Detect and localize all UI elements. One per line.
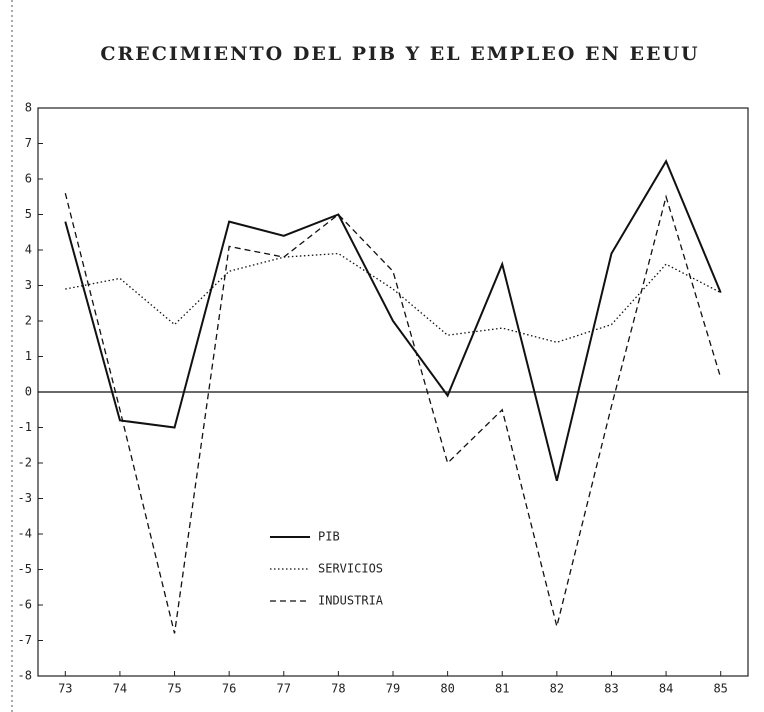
series-line [65, 252, 721, 343]
y-tick-label: -8 [18, 669, 32, 683]
y-tick-label: -1 [18, 420, 32, 434]
x-tick-label: 79 [386, 682, 400, 696]
y-tick-label: 7 [25, 136, 32, 150]
y-tick-label: 0 [25, 385, 32, 399]
x-tick-label: 82 [550, 682, 564, 696]
x-tick-label: 80 [440, 682, 454, 696]
y-tick-label: -7 [18, 633, 32, 647]
chart-title: CRECIMIENTO DEL PIB Y EL EMPLEO EN EEUU [100, 43, 699, 65]
legend-label: INDUSTRIA [318, 594, 384, 608]
x-tick-label: 81 [495, 682, 509, 696]
y-tick-label: -4 [18, 527, 32, 541]
y-tick-label: -2 [18, 456, 32, 470]
y-tick-label: 5 [25, 207, 32, 221]
x-tick-label: 83 [604, 682, 618, 696]
legend-label: PIB [318, 530, 340, 544]
y-tick-label: 3 [25, 278, 32, 292]
y-tick-label: -5 [18, 562, 32, 576]
x-tick-label: 74 [113, 682, 127, 696]
y-tick-label: -6 [18, 598, 32, 612]
series-line [64, 159, 722, 481]
x-tick-label: 78 [331, 682, 345, 696]
series-line [64, 193, 722, 634]
x-tick-label: 75 [167, 682, 181, 696]
x-tick-label: 84 [659, 682, 673, 696]
y-tick-label: 4 [25, 243, 32, 257]
y-tick-label: 1 [25, 349, 32, 363]
x-tick-label: 73 [58, 682, 72, 696]
x-tick-label: 76 [222, 682, 236, 696]
y-tick-label: -3 [18, 491, 32, 505]
x-tick-label: 85 [713, 682, 727, 696]
y-tick-label: 6 [25, 172, 32, 186]
y-tick-label: 2 [25, 314, 32, 328]
x-tick-label: 77 [277, 682, 291, 696]
legend-label: SERVICIOS [318, 562, 383, 576]
y-tick-label: 8 [25, 101, 32, 115]
